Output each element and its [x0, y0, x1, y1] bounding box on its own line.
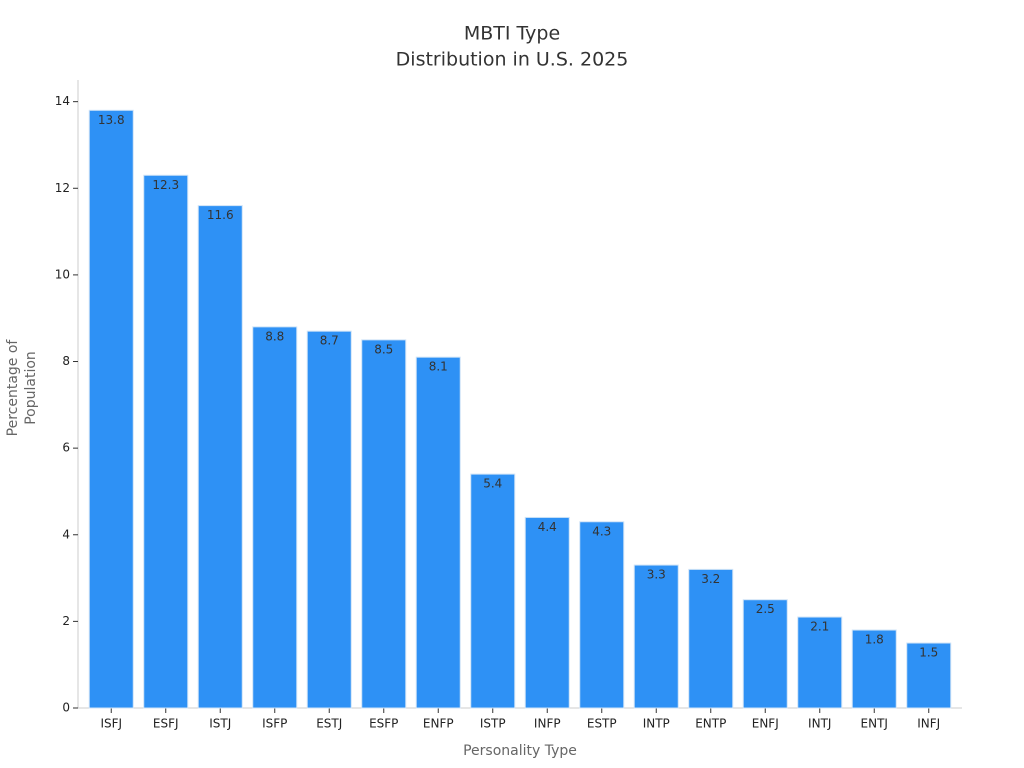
- x-tick-label: ENTP: [695, 717, 726, 731]
- y-tick-label: 14: [55, 94, 70, 108]
- x-tick-label: ESTJ: [316, 717, 342, 731]
- y-tick-label: 8: [62, 354, 70, 368]
- chart-title: MBTI Type: [464, 23, 560, 45]
- bar: [851, 629, 897, 709]
- value-label: 11.6: [207, 208, 234, 222]
- bar: [524, 516, 570, 709]
- bar: [415, 356, 461, 709]
- bar: [88, 109, 134, 709]
- bar: [742, 599, 788, 709]
- value-label: 8.8: [265, 329, 284, 343]
- x-tick-label: ISFP: [262, 717, 287, 731]
- x-tick-label: ESTP: [587, 717, 617, 731]
- value-label: 3.2: [701, 572, 720, 586]
- value-label: 1.8: [865, 633, 884, 647]
- value-label: 3.3: [647, 568, 666, 582]
- bar: [252, 326, 298, 709]
- x-tick-label: ENFP: [423, 717, 454, 731]
- x-tick-label: ISFJ: [100, 717, 122, 731]
- bar: [306, 330, 352, 709]
- bar: [197, 205, 243, 709]
- bar: [633, 564, 679, 709]
- value-label: 8.1: [429, 360, 448, 374]
- y-tick-label: 6: [62, 441, 70, 455]
- value-label: 2.5: [756, 602, 775, 616]
- y-axis-label-group: Percentage of Population: [5, 339, 39, 437]
- bar: [906, 642, 952, 709]
- value-label: 1.5: [919, 646, 938, 660]
- x-tick-label: ESFP: [369, 717, 398, 731]
- x-tick-label: ESFJ: [153, 717, 179, 731]
- bar: [361, 339, 407, 709]
- y-tick-label: 12: [55, 181, 70, 195]
- bar: [579, 521, 625, 709]
- x-tick-label: ISTP: [480, 717, 506, 731]
- bar: [797, 616, 843, 709]
- bar: [688, 568, 734, 709]
- value-label: 13.8: [98, 113, 125, 127]
- y-axis-label: Percentage of: [5, 339, 21, 437]
- bar: [143, 174, 189, 709]
- x-tick-label: ENTJ: [861, 717, 888, 731]
- x-tick-label: INFJ: [917, 717, 940, 731]
- value-label: 5.4: [483, 477, 502, 491]
- y-tick-label: 0: [62, 701, 70, 715]
- y-tick-label: 2: [62, 614, 70, 628]
- value-label: 2.1: [810, 620, 829, 634]
- x-tick-label: INTP: [643, 717, 670, 731]
- chart-title: Distribution in U.S. 2025: [396, 49, 629, 71]
- x-tick-label: ENFJ: [752, 717, 779, 731]
- value-label: 8.5: [374, 342, 393, 356]
- value-label: 8.7: [320, 334, 339, 348]
- x-tick-label: INTJ: [808, 717, 831, 731]
- value-label: 4.4: [538, 520, 557, 534]
- y-axis-label: Population: [23, 351, 39, 425]
- value-label: 4.3: [592, 524, 611, 538]
- x-axis-label: Personality Type: [463, 743, 577, 759]
- value-label: 12.3: [152, 178, 179, 192]
- bar: [470, 473, 516, 709]
- y-tick-label: 10: [55, 267, 70, 281]
- y-tick-label: 4: [62, 527, 70, 541]
- x-tick-label: INFP: [534, 717, 561, 731]
- x-tick-label: ISTJ: [209, 717, 231, 731]
